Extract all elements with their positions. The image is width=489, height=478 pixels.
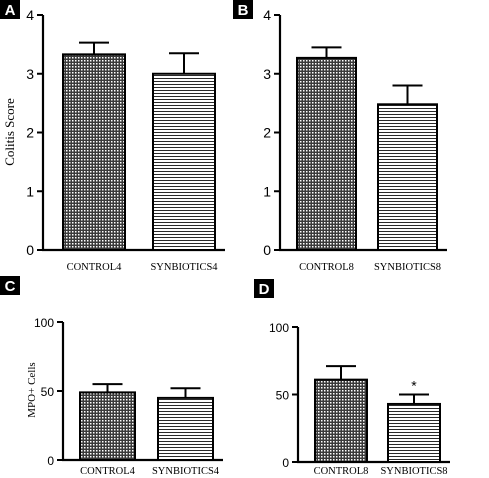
bar-synbiotics8 [387, 402, 441, 464]
bar-control4 [79, 391, 136, 462]
bar-control4 [62, 53, 126, 251]
y-axis-title: MPO+ Cells [26, 362, 38, 417]
panel-letter-badge [254, 279, 274, 298]
y-tick-label: 2 [26, 125, 34, 141]
panel-a: A 0 1 2 3 4 Colitis Score CONTROL4 SYNBIOTICS4 [0, 0, 225, 273]
y-tick-label: 1 [26, 183, 34, 199]
bar-synbiotics4 [152, 72, 216, 251]
y-tick-label: 3 [263, 66, 271, 82]
y-tick-label: 3 [26, 66, 34, 82]
y-tick-label: 0 [263, 242, 271, 258]
panel-letter-badge [233, 0, 253, 19]
y-tick-label: 0 [282, 456, 289, 470]
bar-control8 [296, 56, 357, 252]
panel-c: C 0 50 100 MPO+ Cells CONTROL4 SYNBIOTICS4 [0, 276, 223, 477]
y-axis-title: Colitis Score [2, 98, 17, 166]
y-tick-label: 100 [269, 321, 289, 335]
y-tick-label: 0 [26, 242, 34, 258]
panel-letter: B [238, 2, 249, 19]
significance-marker: * [411, 378, 417, 394]
bar-control8 [314, 378, 368, 463]
y-tick-label: 100 [34, 316, 54, 330]
y-tick-label: 0 [47, 454, 54, 468]
y-tick-label: 1 [263, 183, 271, 199]
y-tick-label: 50 [41, 385, 55, 399]
category-label-synbiotics4: SYNBIOTICS4 [152, 466, 220, 477]
panel-letter: A [5, 2, 16, 19]
panel-letter-badge [0, 276, 20, 295]
panel-letter: D [259, 281, 270, 298]
panel-d: D 0 50 100 CONTROL8 SYNBIOTICS8 * [254, 279, 450, 477]
category-label-control8: CONTROL8 [314, 466, 369, 477]
category-label-control4: CONTROL4 [80, 466, 136, 477]
y-tick-label: 4 [26, 7, 34, 23]
category-label-synbiotics8: SYNBIOTICS8 [374, 262, 441, 273]
bar-synbiotics4 [157, 396, 214, 461]
panel-letter: C [5, 278, 16, 295]
category-label-synbiotics4: SYNBIOTICS4 [150, 262, 218, 273]
y-tick-label: 4 [263, 7, 271, 23]
bar-synbiotics8 [377, 103, 438, 251]
category-label-control8: CONTROL8 [299, 262, 354, 273]
panel-b: B 0 1 2 3 4 CONTROL8 SYNBIOTICS8 [233, 0, 447, 273]
category-label-control4: CONTROL4 [67, 262, 123, 273]
panel-letter-badge [0, 0, 20, 19]
y-tick-label: 2 [263, 125, 271, 141]
y-tick-label: 50 [276, 389, 290, 403]
category-label-synbiotics8: SYNBIOTICS8 [380, 466, 447, 477]
